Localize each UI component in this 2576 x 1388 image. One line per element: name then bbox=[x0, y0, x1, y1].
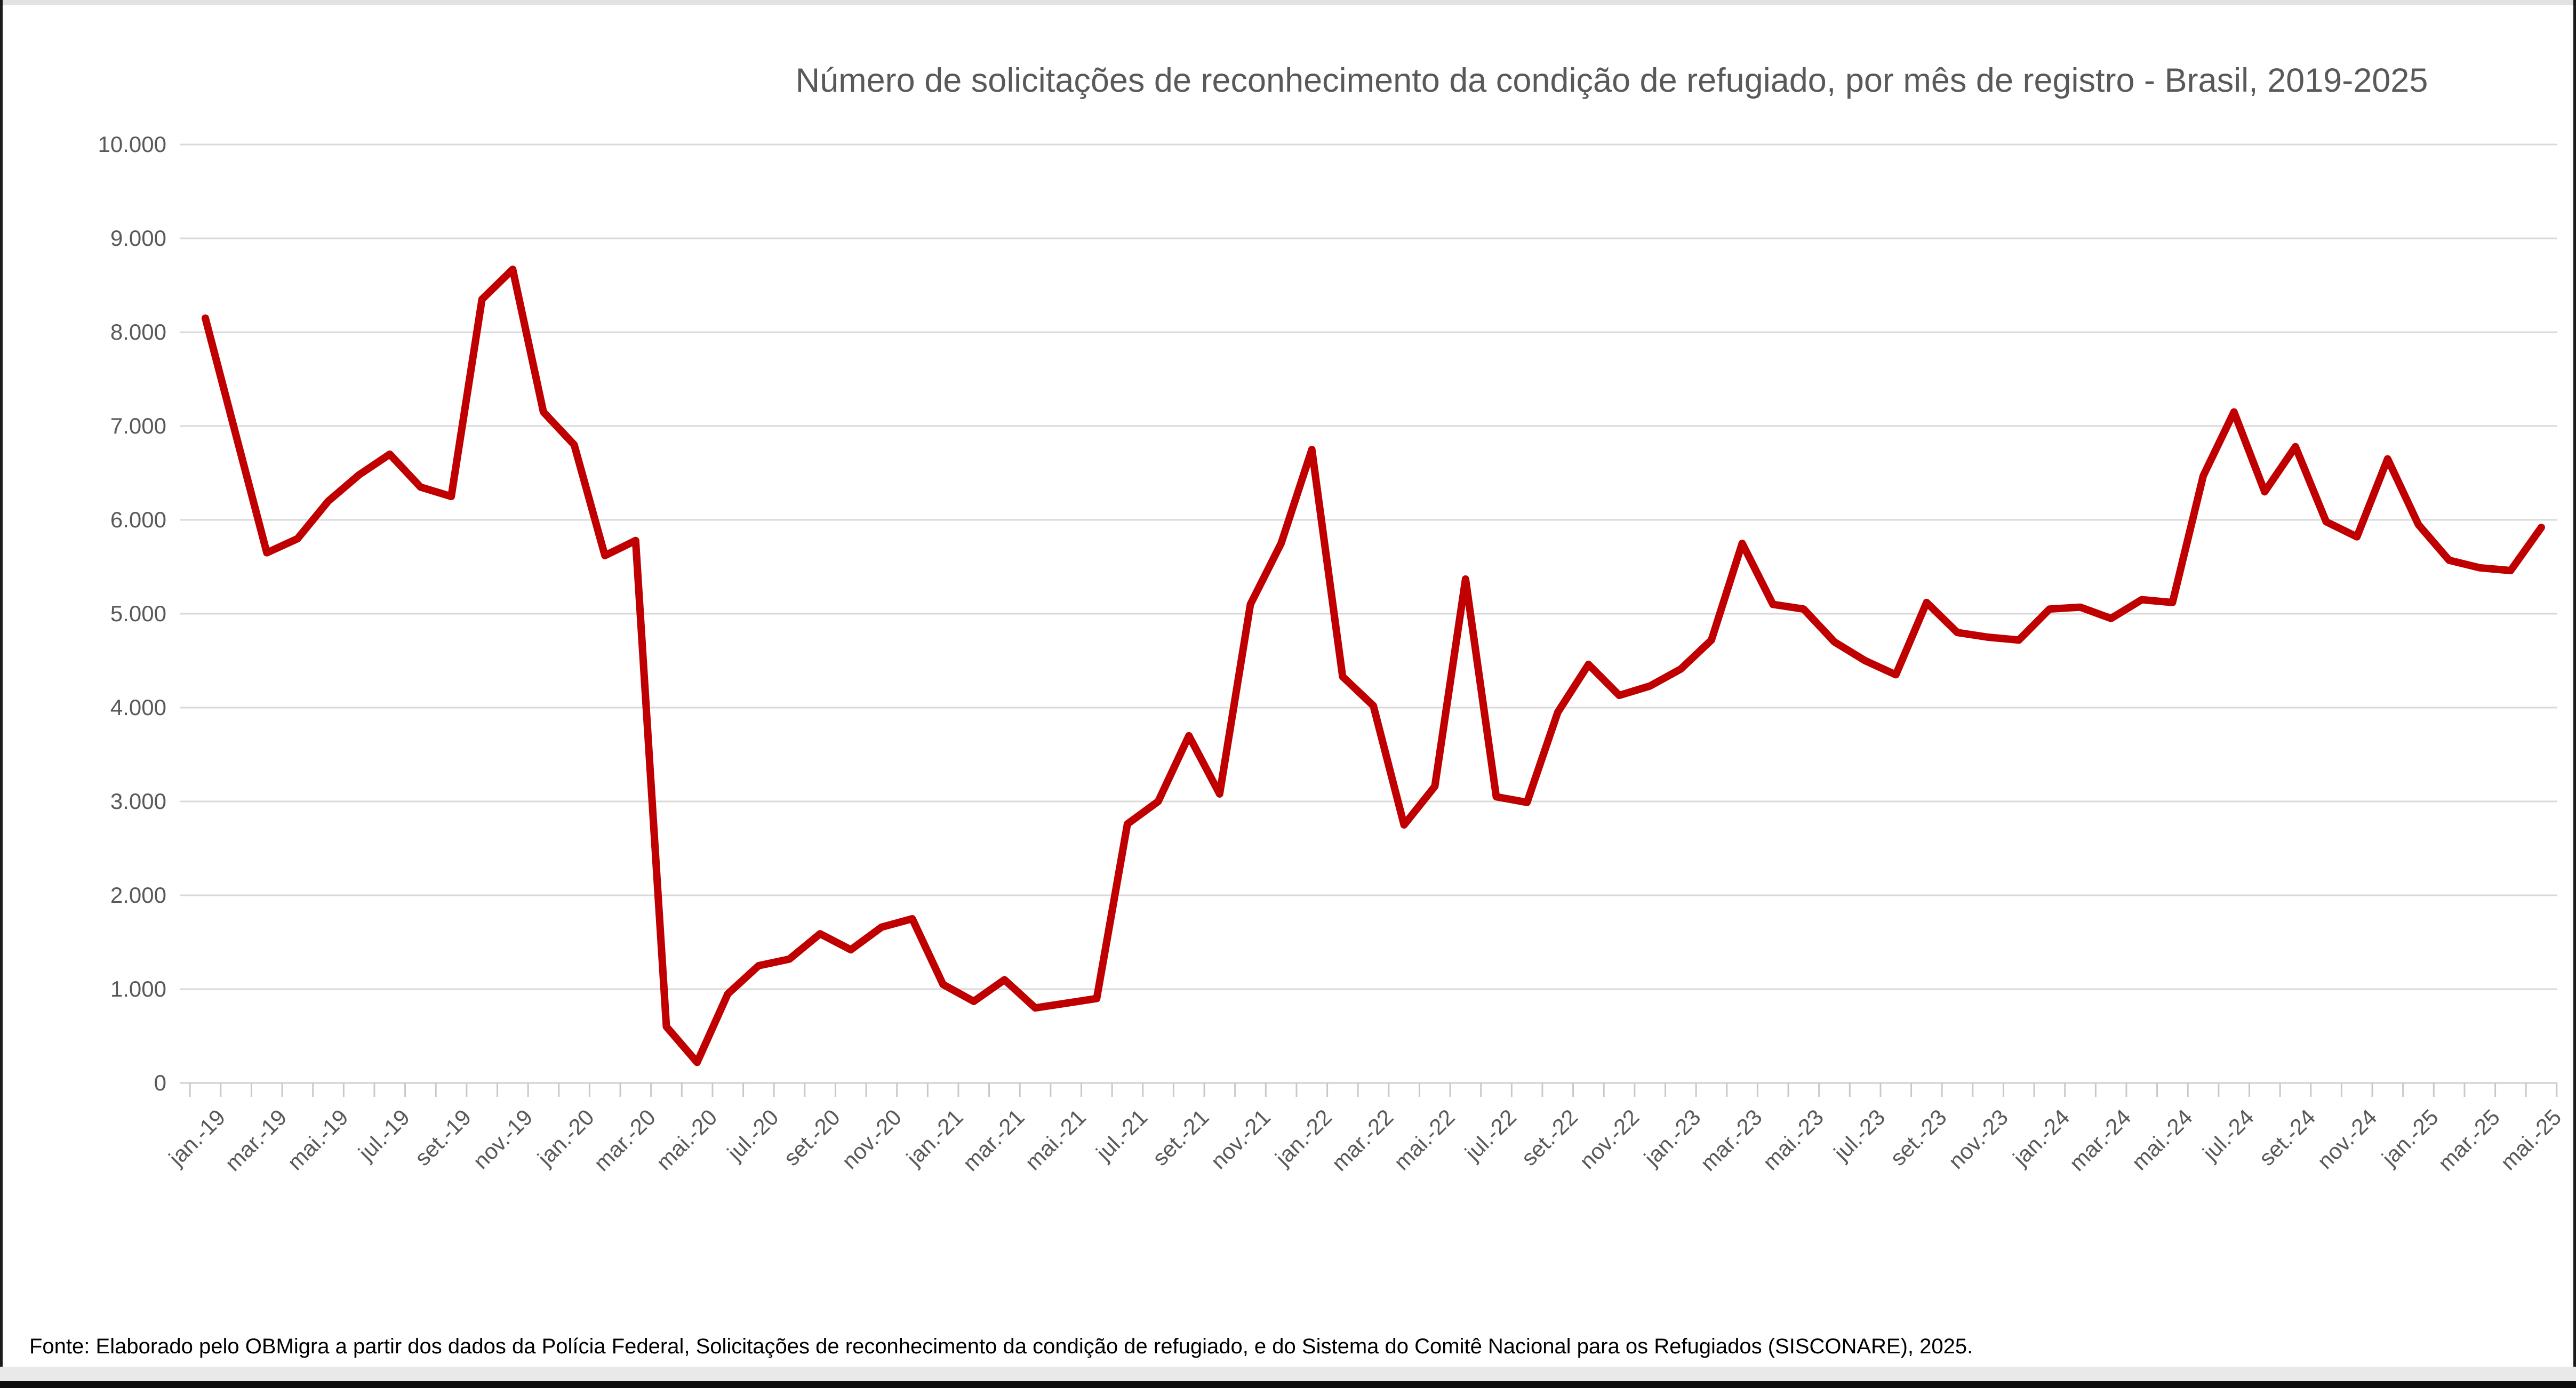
x-tick-label: mai.-21 bbox=[1020, 1104, 1091, 1175]
x-tick-label: set.-24 bbox=[2254, 1104, 2320, 1170]
x-tick-label: mar.-19 bbox=[220, 1104, 292, 1176]
y-axis-tick-labels: 0 1.000 2.000 3.000 4.000 5.000 6.000 7.000 8.00… bbox=[98, 132, 166, 1095]
x-tick-label: mar.-24 bbox=[2065, 1104, 2136, 1176]
x-tick-label: jul.-19 bbox=[353, 1104, 415, 1166]
x-tick-label: mar.-20 bbox=[589, 1104, 660, 1176]
x-tick-label: mar.-21 bbox=[958, 1104, 1029, 1176]
x-tick-label: mar.-25 bbox=[2433, 1104, 2505, 1176]
window-left-border bbox=[0, 0, 3, 1388]
x-tick-label: nov.-19 bbox=[468, 1104, 538, 1174]
y-tick-label: 8.000 bbox=[110, 319, 166, 344]
window-top-strip bbox=[0, 0, 2576, 5]
x-tick-label: jul.-20 bbox=[722, 1104, 783, 1166]
x-tick-label: set.-22 bbox=[1516, 1104, 1582, 1170]
series-line-solicitacoes bbox=[202, 266, 2545, 1066]
y-tick-label: 10.000 bbox=[98, 132, 166, 157]
x-tick-label: set.-19 bbox=[410, 1104, 476, 1170]
x-tick-label: set.-20 bbox=[779, 1104, 845, 1170]
gridlines bbox=[180, 143, 2557, 1084]
x-tick-label: nov.-21 bbox=[1206, 1104, 1275, 1174]
window-bottom-strip bbox=[0, 1367, 2576, 1381]
data-series bbox=[202, 266, 2545, 1066]
x-tick-label: jan.-19 bbox=[163, 1104, 230, 1171]
x-tick-label: set.-21 bbox=[1148, 1104, 1214, 1170]
x-tick-label: jan.-22 bbox=[1270, 1104, 1337, 1171]
x-tick-label: nov.-23 bbox=[1943, 1104, 2013, 1174]
y-tick-label: 5.000 bbox=[110, 601, 166, 626]
x-tick-label: mar.-22 bbox=[1326, 1104, 1398, 1176]
source-note: Fonte: Elaborado pelo OBMigra a partir d… bbox=[29, 1335, 1973, 1358]
x-tick-label: jan.-21 bbox=[901, 1104, 967, 1171]
window-bottom-bar bbox=[0, 1381, 2576, 1388]
y-tick-label: 0 bbox=[154, 1070, 166, 1095]
x-tick-label: nov.-24 bbox=[2312, 1104, 2381, 1174]
x-tick-label: nov.-20 bbox=[837, 1104, 906, 1174]
x-tick-label: mai.-25 bbox=[2495, 1104, 2566, 1175]
x-tick-label: mai.-22 bbox=[1389, 1104, 1459, 1175]
x-tick-label: jul.-21 bbox=[1091, 1104, 1153, 1166]
y-tick-label: 7.000 bbox=[110, 413, 166, 438]
x-tick-label: mai.-19 bbox=[283, 1104, 353, 1175]
y-tick-label: 3.000 bbox=[110, 789, 166, 814]
y-tick-label: 2.000 bbox=[110, 882, 166, 908]
x-tick-label: jan.-20 bbox=[532, 1104, 598, 1171]
x-tick-label: jan.-25 bbox=[2376, 1104, 2443, 1171]
x-tick-label: mar.-23 bbox=[1695, 1104, 1767, 1176]
chart-title: Número de solicitações de reconhecimento… bbox=[796, 62, 2428, 99]
x-tick-label: set.-23 bbox=[1885, 1104, 1951, 1170]
x-tick-label: jan.-23 bbox=[1638, 1104, 1705, 1171]
x-tick-label: mai.-20 bbox=[651, 1104, 722, 1175]
x-tick-label: mai.-23 bbox=[1758, 1104, 1828, 1175]
x-tick-label: mai.-24 bbox=[2127, 1104, 2197, 1175]
x-tick-label: nov.-22 bbox=[1574, 1104, 1644, 1174]
y-tick-label: 4.000 bbox=[110, 695, 166, 720]
x-tick-label: jul.-23 bbox=[1828, 1104, 1890, 1166]
x-axis bbox=[180, 1082, 2558, 1097]
window-right-border bbox=[2573, 0, 2576, 1388]
y-tick-label: 9.000 bbox=[110, 226, 166, 251]
y-tick-label: 6.000 bbox=[110, 507, 166, 532]
x-tick-label: jul.-24 bbox=[2197, 1104, 2259, 1166]
x-tick-label: jul.-22 bbox=[1459, 1104, 1521, 1166]
y-tick-label: 1.000 bbox=[110, 976, 166, 1001]
x-tick-label: jan.-24 bbox=[2007, 1104, 2074, 1171]
